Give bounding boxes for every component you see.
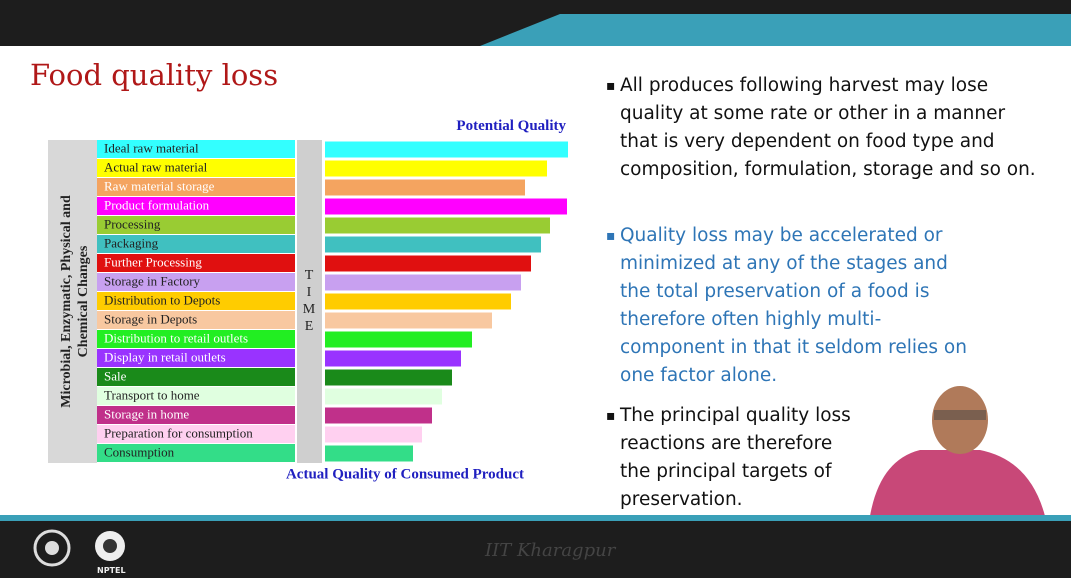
time-label: TIME [302,268,317,336]
presenter [830,370,1071,516]
category-label: Processing [104,216,161,231]
bar [325,313,492,329]
bullet: The principal quality loss reactions are… [606,402,860,514]
bar [325,199,567,215]
bar [325,389,442,405]
bar [325,180,525,196]
footer-text: IIT Kharagpur [485,540,615,561]
category-label: Display in retail outlets [104,349,226,364]
logos [30,526,150,576]
bar [325,218,550,234]
logo-caption: NPTEL [97,566,126,575]
page: Food quality loss All produces following… [0,0,1071,578]
category-label: Storage in Factory [104,273,201,288]
category-label: Raw material storage [104,178,215,193]
y-axis-label: Chemical Changes [76,245,91,357]
bar [325,332,472,348]
category-label: Storage in home [104,406,189,421]
bar [325,237,541,253]
bullet: All produces following harvest may lose … [606,72,1040,184]
bar [325,142,568,158]
bottom-label: Actual Quality of Consumed Product [286,466,524,482]
category-label: Sale [104,368,127,383]
bar [325,408,432,424]
category-label: Preparation for consumption [104,425,253,440]
y-axis-label: Microbial, Enzymatic, Physical and [59,195,74,408]
bar [325,256,531,272]
bar [325,294,511,310]
category-label: Distribution to Depots [104,292,220,307]
bar [325,275,521,291]
bar [325,370,452,386]
category-label: Ideal raw material [104,140,199,155]
category-label: Consumption [104,444,175,459]
top-label: Potential Quality [456,118,566,134]
category-label: Packaging [104,235,159,250]
header-accent [0,0,1071,46]
bullet: Quality loss may be accelerated or minim… [606,222,980,390]
category-cell [97,368,295,386]
category-label: Further Processing [104,254,202,269]
category-label: Storage in Depots [104,311,197,326]
category-label: Distribution to retail outlets [104,330,248,345]
bar [325,427,422,443]
bar [325,351,461,367]
bar [325,446,413,462]
bar [325,161,547,177]
category-label: Actual raw material [104,159,208,174]
category-label: Product formulation [104,197,210,212]
category-label: Transport to home [104,387,200,402]
